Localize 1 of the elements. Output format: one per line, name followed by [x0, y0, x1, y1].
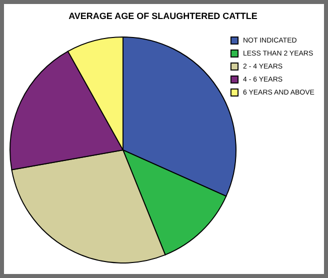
chart-title: AVERAGE AGE OF SLAUGHTERED CATTLE	[68, 11, 258, 21]
